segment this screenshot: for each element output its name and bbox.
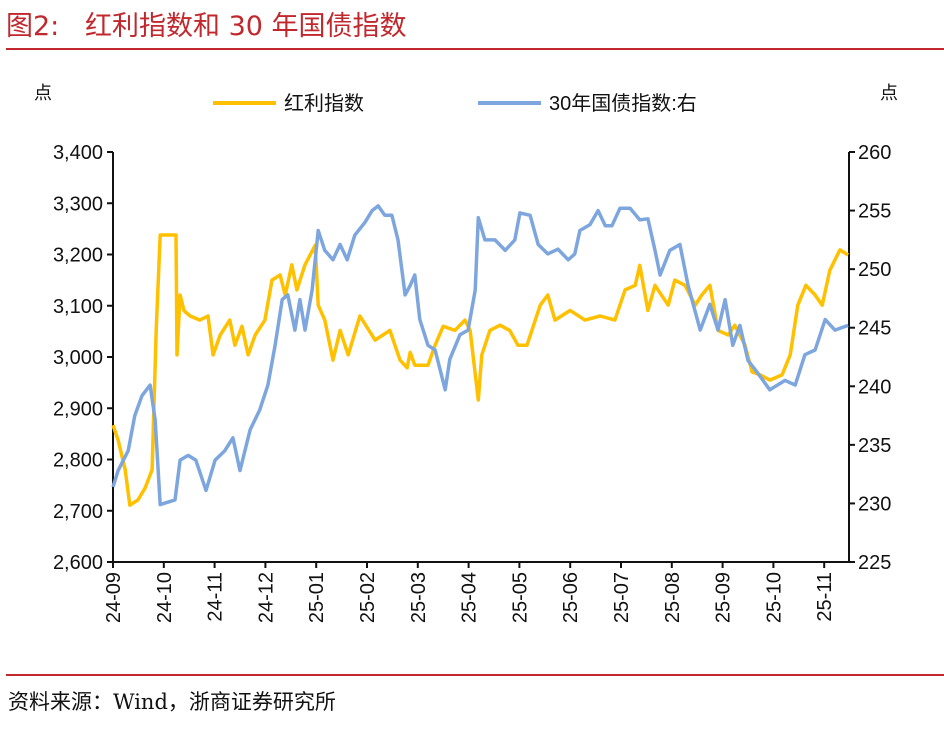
series-line-30y-bond-index xyxy=(111,204,849,507)
figure-title: 图2: 红利指数和 30 年国债指数 xyxy=(6,11,407,42)
right-y-tick-label: 230 xyxy=(858,493,891,515)
x-tick-label: 25-09 xyxy=(713,572,735,623)
right-axis-unit: 点 xyxy=(880,83,898,103)
x-tick-label: 25-02 xyxy=(357,572,379,623)
left-y-tick-label: 3,300 xyxy=(53,193,103,215)
right-y-tick-label: 225 xyxy=(858,552,891,574)
left-y-tick-label: 3,200 xyxy=(53,245,103,267)
legend: 红利指数 30年国债指数:右 xyxy=(213,92,697,115)
x-tick-label: 25-07 xyxy=(611,572,633,623)
left-y-tick-label: 2,900 xyxy=(53,398,103,420)
right-y-tick-label: 255 xyxy=(858,201,891,223)
x-tick-label: 24-11 xyxy=(205,572,227,622)
x-tick-label: 25-01 xyxy=(306,572,328,623)
series-line-dividend-index xyxy=(111,233,850,507)
x-tick-label: 25-10 xyxy=(763,572,785,623)
axes: 2,600 2,700 2,800 2,900 3,000 3,100 3,200 3,300… xyxy=(53,142,891,623)
x-tick-label: 25-08 xyxy=(662,572,684,623)
source-divider xyxy=(6,674,944,676)
x-tick-label: 24-12 xyxy=(255,572,277,623)
right-y-tick-label: 250 xyxy=(858,259,891,281)
series-lines xyxy=(111,204,850,507)
x-tick-label: 25-11 xyxy=(814,572,836,622)
legend-label-bond: 30年国债指数:右 xyxy=(549,92,697,115)
left-y-tick-label: 3,400 xyxy=(53,142,103,164)
legend-label-dividend: 红利指数 xyxy=(284,92,364,115)
source-note: 资料来源：Wind，浙商证券研究所 xyxy=(8,690,336,714)
left-y-tick-label: 3,100 xyxy=(53,296,103,318)
right-y-tick-label: 235 xyxy=(858,435,891,457)
x-tick-label: 25-05 xyxy=(509,572,531,623)
right-y-tick-label: 245 xyxy=(858,318,891,340)
x-tick-label: 25-06 xyxy=(560,572,582,623)
left-y-tick-label: 2,600 xyxy=(53,552,103,574)
x-tick-label: 25-04 xyxy=(459,572,481,623)
left-y-tick-label: 2,700 xyxy=(53,501,103,523)
x-tick-label: 24-10 xyxy=(154,572,176,623)
x-tick-label: 25-03 xyxy=(408,572,430,623)
x-tick-label: 24-09 xyxy=(103,572,125,623)
right-y-tick-label: 260 xyxy=(858,142,891,164)
left-y-tick-label: 3,000 xyxy=(53,347,103,369)
right-y-tick-label: 240 xyxy=(858,376,891,398)
left-y-tick-label: 2,800 xyxy=(53,450,103,472)
title-divider xyxy=(6,48,944,50)
left-axis-unit: 点 xyxy=(34,83,52,103)
